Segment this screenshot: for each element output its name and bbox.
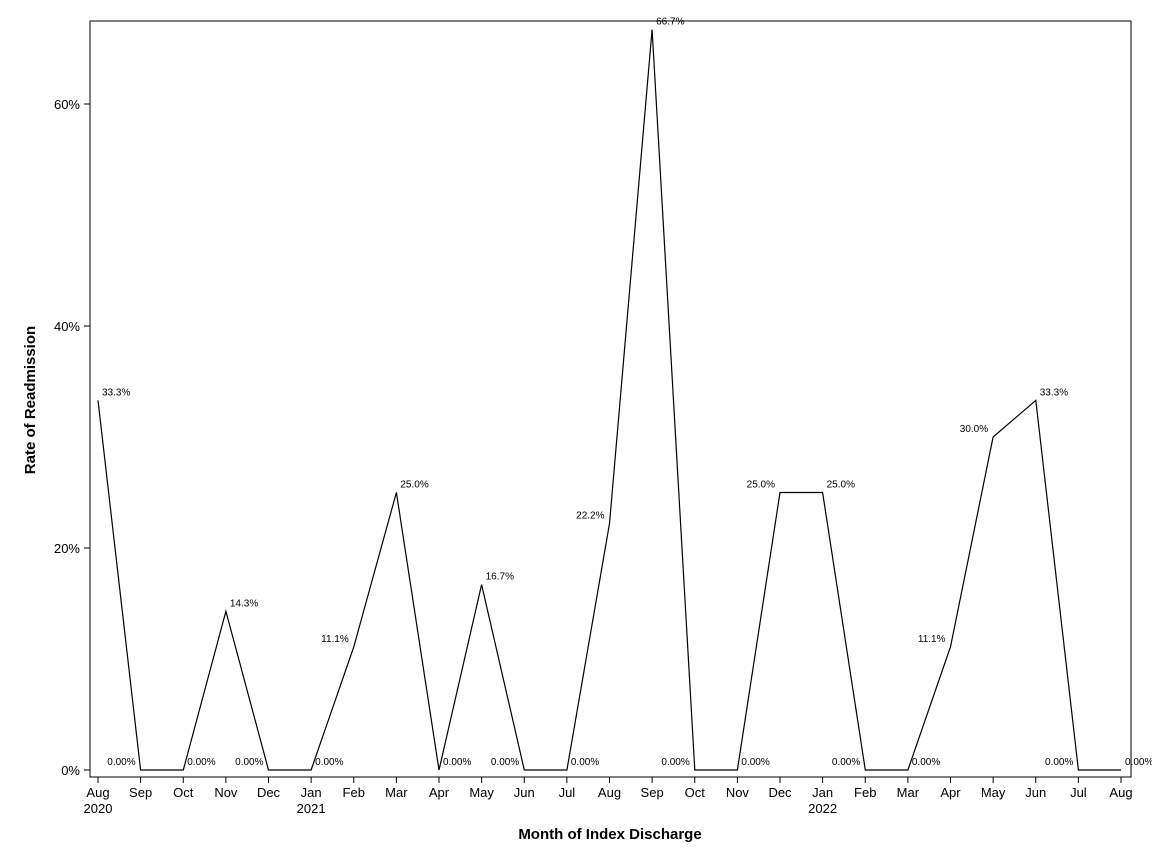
x-tick-month: Aug [1109,785,1132,800]
x-tick-month: Jun [514,785,535,800]
x-tick-month: Feb [343,785,365,800]
x-tick-month: Nov [726,785,750,800]
x-tick-year: 2020 [84,801,113,816]
x-tick-month: Mar [897,785,920,800]
x-tick-year: 2021 [297,801,326,816]
x-tick-month: Mar [385,785,408,800]
data-label: 0.00% [1125,757,1152,768]
y-tick-label: 40% [54,319,80,334]
data-label: 0.00% [491,757,519,768]
data-label: 0.00% [235,757,263,768]
data-label: 0.00% [107,757,135,768]
data-label: 0.00% [912,757,940,768]
x-tick-month: Aug [86,785,109,800]
data-label: 0.00% [571,757,599,768]
data-label: 25.0% [747,480,775,491]
x-tick-month: Apr [940,785,961,800]
x-tick-year: 2022 [808,801,837,816]
x-tick-month: Jul [1070,785,1087,800]
data-label: 0.00% [443,757,471,768]
data-label: 11.1% [918,634,946,645]
x-tick-month: Jan [301,785,322,800]
x-tick-month: Sep [641,785,664,800]
data-label: 25.0% [400,480,428,491]
x-tick-month: Jul [559,785,576,800]
x-tick-month: Aug [598,785,621,800]
x-tick-month: Jan [812,785,833,800]
series-line [97,29,1121,771]
data-label: 30.0% [960,424,988,435]
x-tick-month: Oct [173,785,194,800]
data-labels: 33.3% 0.00% 0.00% 14.3% 0.00% 0.00% 11.1% 25.0%… [102,17,1152,768]
y-tick-label: 60% [54,97,80,112]
x-tick-month: Oct [685,785,706,800]
x-tick-month: Nov [214,785,238,800]
x-axis-title: Month of Index Discharge [518,826,701,843]
y-axis-title: Rate of Readmission [22,326,39,474]
data-label: 11.1% [321,634,349,645]
x-tick-month: May [469,785,494,800]
x-tick-month: Feb [854,785,876,800]
data-label: 0.00% [187,757,215,768]
x-tick-month: Jun [1025,785,1046,800]
x-tick-month: Sep [129,785,152,800]
x-tick-month: May [981,785,1006,800]
x-tick-month: Apr [429,785,450,800]
data-label: 33.3% [102,387,130,398]
data-label: 25.0% [827,480,855,491]
data-label: 33.3% [1040,387,1068,398]
y-tick-label: 0% [61,763,80,778]
data-label: 22.2% [576,511,604,522]
data-label: 16.7% [486,572,514,583]
y-tick-label: 20% [54,541,80,556]
plot-frame [89,20,1132,778]
data-label: 66.7% [656,17,684,28]
x-tick-month: Dec [257,785,281,800]
data-label: 0.00% [661,757,689,768]
x-tick-month: Dec [768,785,792,800]
data-label: 0.00% [1045,757,1073,768]
data-label: 0.00% [832,757,860,768]
y-axis: 0% 20% 40% 60% [54,97,90,778]
data-label: 14.3% [230,598,258,609]
data-label: 0.00% [741,757,769,768]
data-label: 0.00% [315,757,343,768]
